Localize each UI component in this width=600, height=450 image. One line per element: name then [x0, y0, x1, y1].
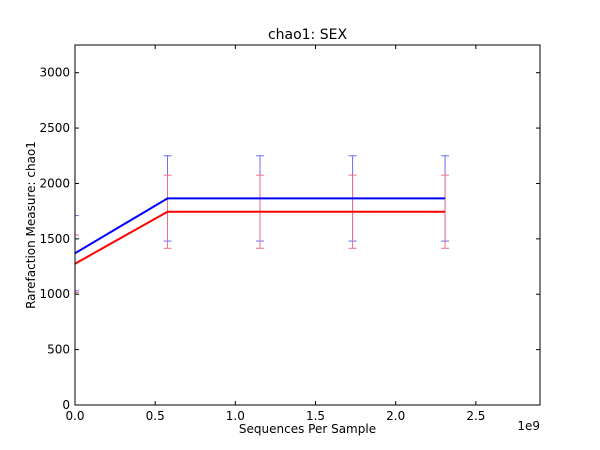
y-tick-label: 0 — [62, 398, 70, 412]
plot-area — [74, 44, 541, 406]
x-tick-label: 0.0 — [65, 409, 84, 423]
series-line-1 — [75, 197, 446, 255]
y-axis-label: Rarefaction Measure: chao1 — [24, 141, 38, 309]
x-axis-offset-label: 1e9 — [517, 419, 540, 433]
y-tick-label: 2000 — [39, 176, 70, 190]
y-tick-label: 3000 — [39, 66, 70, 80]
chart-title: chao1: SEX — [268, 27, 348, 43]
errorbar — [75, 215, 79, 292]
x-tick-label: 2.0 — [386, 409, 405, 423]
y-axis: 0 500 1000 1500 2000 2500 3000 — [39, 66, 540, 412]
x-tick-label: 2.5 — [466, 409, 485, 423]
y-tick-label: 1500 — [39, 232, 70, 246]
errorbar-layer — [75, 155, 450, 294]
y-tick-label: 1000 — [39, 287, 70, 301]
series-line-2 — [75, 210, 446, 265]
y-tick-label: 500 — [47, 343, 70, 357]
x-axis-label: Sequences Per Sample — [239, 422, 376, 436]
x-tick-label: 1.0 — [226, 409, 245, 423]
x-tick-label: 0.5 — [146, 409, 165, 423]
x-tick-label: 1.5 — [306, 409, 325, 423]
x-axis: 0.0 0.5 1.0 1.5 2.0 2.5 — [65, 45, 485, 423]
series-layer — [75, 197, 446, 265]
errorbar — [75, 234, 79, 294]
y-tick-label: 2500 — [39, 121, 70, 135]
